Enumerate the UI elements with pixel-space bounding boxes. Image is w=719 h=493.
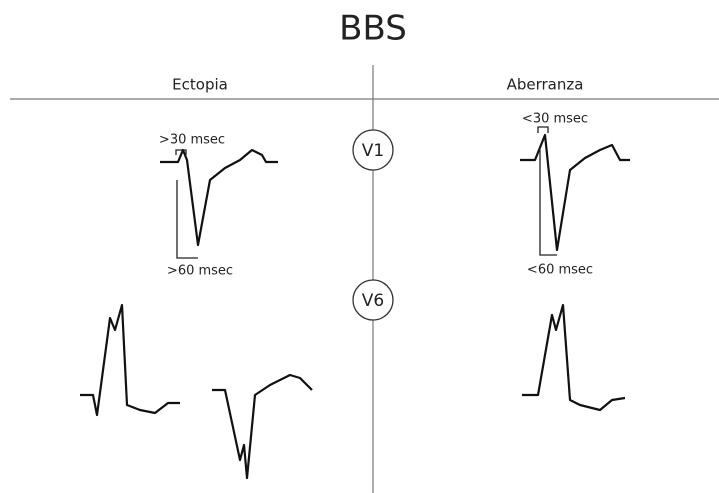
- bracket: [537, 126, 549, 133]
- annotation: >30 msec: [159, 133, 225, 148]
- ecg-trace: [212, 373, 313, 480]
- lead-circle: [352, 129, 394, 171]
- lead-circle: [352, 279, 394, 321]
- ecg-trace: [520, 133, 630, 252]
- annotation: <30 msec: [522, 112, 588, 127]
- ecg-trace: [80, 303, 180, 417]
- column-label: Aberranza: [507, 76, 584, 94]
- title: BBS: [339, 9, 407, 49]
- annotation: >60 msec: [167, 264, 233, 279]
- ecg-trace: [522, 303, 626, 412]
- bracket: [175, 149, 187, 155]
- annotation: <60 msec: [527, 263, 593, 278]
- lead-label: V1: [362, 141, 384, 161]
- column-label: Ectopia: [172, 76, 228, 94]
- bracket: [539, 150, 557, 256]
- lead-label: V6: [362, 291, 384, 311]
- bracket: [176, 180, 198, 259]
- ecg-trace: [160, 148, 278, 247]
